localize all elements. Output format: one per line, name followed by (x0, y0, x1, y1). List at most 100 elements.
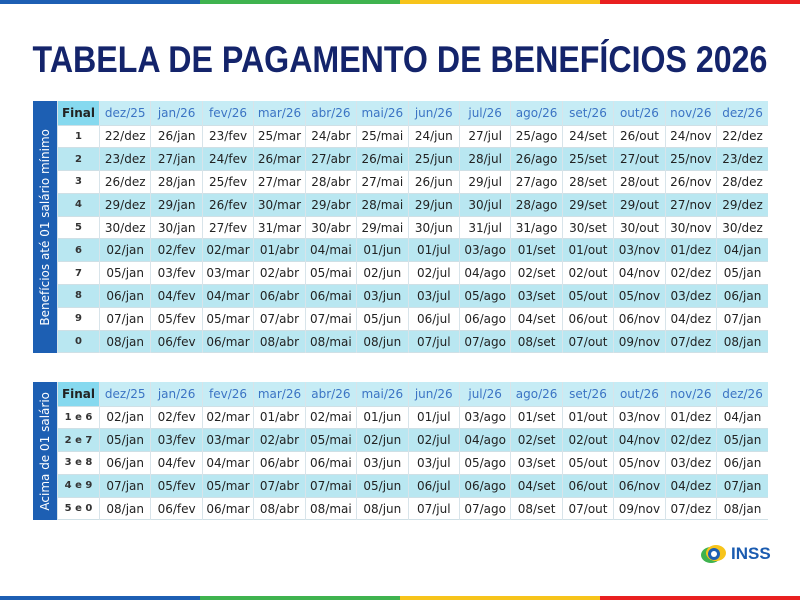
final-cell: 4 (57, 193, 100, 217)
date-cell: 07/jul (407, 330, 460, 353)
final-cell: 2 e 7 (57, 428, 100, 452)
date-cell: 07/jan (716, 307, 768, 331)
month-header: mai/26 (356, 382, 409, 406)
date-cell: 28/jul (458, 147, 511, 171)
date-cell: 03/jul (407, 451, 460, 475)
month-header: nov/26 (664, 101, 717, 125)
date-cell: 25/fev (201, 170, 254, 194)
date-cell: 03/jul (407, 284, 460, 308)
table-row: 0 08/jan 06/fev 06/mar 08/abr 08/mai 08/jun 07/… (57, 330, 768, 353)
date-cell: 30/mar (253, 193, 306, 217)
side-label: Acima de 01 salário (33, 382, 57, 521)
date-cell: 01/jul (407, 238, 460, 262)
date-cell: 04/fev (150, 451, 203, 475)
date-cell: 29/mai (356, 216, 409, 239)
month-header: set/26 (561, 101, 614, 125)
table-acima-01-salario: Acima de 01 salário Final dez/25 jan/26 fev… (33, 382, 768, 521)
final-cell: 3 (57, 170, 100, 194)
month-header: abr/26 (304, 101, 357, 125)
date-cell: 02/dez (664, 428, 717, 452)
date-cell: 29/abr (304, 193, 357, 217)
final-cell: 1 (57, 125, 100, 148)
date-cell: 02/mai (304, 406, 357, 429)
date-cell: 04/fev (150, 284, 203, 308)
date-cell: 07/mai (304, 307, 357, 331)
table-row: 4 e 9 07/jan 05/fev 05/mar 07/abr 07/mai 05/ju… (57, 474, 768, 498)
date-cell: 02/out (561, 261, 614, 285)
date-cell: 27/jan (150, 147, 203, 171)
date-cell: 30/dez (98, 216, 151, 239)
date-cell: 03/jun (356, 284, 409, 308)
date-cell: 06/jul (407, 474, 460, 498)
date-cell: 05/jan (716, 428, 768, 452)
date-cell: 25/ago (510, 125, 563, 148)
bottom-color-bar (0, 596, 800, 600)
final-cell: 7 (57, 261, 100, 285)
date-cell: 04/ago (458, 428, 511, 452)
final-cell: 5 (57, 216, 100, 239)
date-cell: 01/out (561, 238, 614, 262)
table-row: 2 23/dez 27/jan 24/fev 26/mar 27/abr 26/mai 25/… (57, 147, 768, 171)
date-cell: 26/mar (253, 147, 306, 171)
date-cell: 31/jul (458, 216, 511, 239)
date-cell: 28/out (613, 170, 666, 194)
date-cell: 06/jan (98, 451, 151, 475)
date-cell: 04/nov (613, 428, 666, 452)
date-cell: 08/jan (98, 497, 151, 520)
date-cell: 08/mai (304, 497, 357, 520)
date-cell: 06/mai (304, 451, 357, 475)
month-header: mai/26 (356, 101, 409, 125)
final-cell: 9 (57, 307, 100, 331)
date-cell: 02/jul (407, 261, 460, 285)
date-cell: 08/jun (356, 497, 409, 520)
month-header: mar/26 (253, 382, 306, 406)
side-label: Benefícios até 01 salário mínimo (33, 101, 57, 354)
table-row: 9 07/jan 05/fev 05/mar 07/abr 07/mai 05/jun 06/… (57, 307, 768, 331)
date-cell: 05/mai (304, 428, 357, 452)
date-cell: 04/mai (304, 238, 357, 262)
date-cell: 26/out (613, 125, 666, 148)
date-cell: 24/fev (201, 147, 254, 171)
date-cell: 07/out (561, 330, 614, 353)
date-cell: 04/nov (613, 261, 666, 285)
date-cell: 03/fev (150, 261, 203, 285)
date-cell: 29/jul (458, 170, 511, 194)
date-cell: 07/jul (407, 497, 460, 520)
date-cell: 04/set (510, 474, 563, 498)
date-cell: 27/nov (664, 193, 717, 217)
date-cell: 06/nov (613, 307, 666, 331)
date-cell: 04/dez (664, 307, 717, 331)
date-cell: 28/mai (356, 193, 409, 217)
final-cell: 1 e 6 (57, 406, 100, 429)
date-cell: 03/mar (201, 261, 254, 285)
date-cell: 02/jun (356, 261, 409, 285)
date-cell: 04/mar (201, 451, 254, 475)
date-cell: 05/fev (150, 307, 203, 331)
date-cell: 01/jul (407, 406, 460, 429)
date-cell: 05/mai (304, 261, 357, 285)
table-row: 4 29/dez 29/jan 26/fev 30/mar 29/abr 28/mai 29/… (57, 193, 768, 217)
date-cell: 06/jan (98, 284, 151, 308)
date-cell: 30/abr (304, 216, 357, 239)
date-cell: 02/dez (664, 261, 717, 285)
final-header: Final (57, 101, 100, 125)
date-cell: 27/fev (201, 216, 254, 239)
date-cell: 05/fev (150, 474, 203, 498)
date-cell: 29/dez (716, 193, 768, 217)
date-cell: 05/jan (98, 428, 151, 452)
date-cell: 24/abr (304, 125, 357, 148)
date-cell: 06/jan (716, 284, 768, 308)
date-cell: 08/jan (716, 497, 768, 520)
date-cell: 28/set (561, 170, 614, 194)
date-cell: 28/jan (150, 170, 203, 194)
month-header: dez/25 (98, 382, 151, 406)
date-cell: 03/dez (664, 451, 717, 475)
date-cell: 30/jan (150, 216, 203, 239)
date-cell: 03/ago (458, 406, 511, 429)
date-cell: 08/mai (304, 330, 357, 353)
date-cell: 07/jan (716, 474, 768, 498)
date-cell: 24/set (561, 125, 614, 148)
date-cell: 08/set (510, 330, 563, 353)
date-cell: 25/mai (356, 125, 409, 148)
date-cell: 09/nov (613, 330, 666, 353)
